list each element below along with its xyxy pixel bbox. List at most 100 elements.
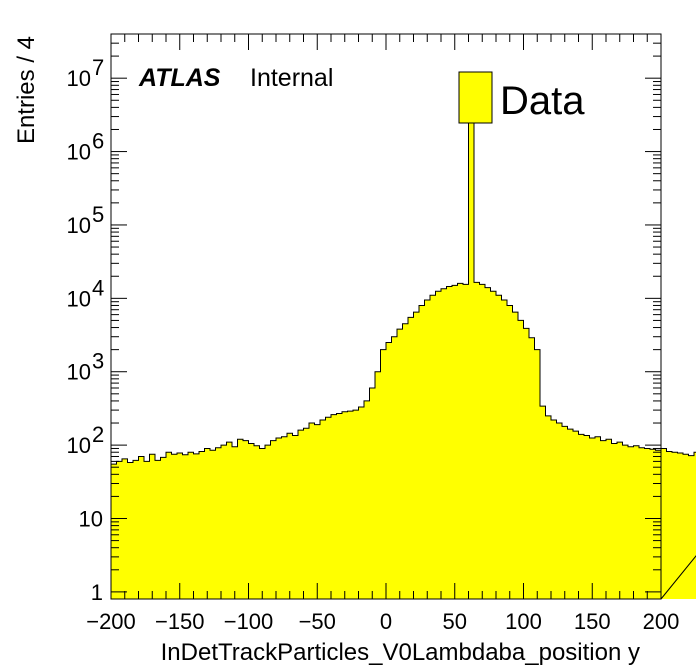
y-tick-exponent: 5	[92, 202, 104, 227]
histogram-bar	[309, 423, 315, 599]
x-tick-label: 50	[443, 609, 467, 634]
histogram-bar	[320, 419, 326, 599]
histogram-bar	[270, 440, 277, 599]
y-tick-label: 10	[79, 507, 103, 532]
histogram-bar	[452, 285, 458, 599]
y-tick-label: 10	[67, 66, 91, 91]
histogram-bar	[325, 417, 332, 599]
histogram-bar	[540, 406, 546, 599]
histogram-bar	[666, 451, 673, 599]
histogram-bar	[259, 448, 266, 599]
legend-swatch	[458, 71, 493, 124]
histogram-bar	[512, 312, 519, 599]
histogram-bar	[551, 419, 557, 599]
y-tick-exponent: 3	[92, 349, 104, 374]
x-tick-label: 100	[505, 609, 542, 634]
histogram-bar	[694, 452, 696, 599]
histogram-bar	[364, 400, 370, 599]
x-tick-label: −50	[299, 609, 336, 634]
histogram-bar	[353, 410, 359, 599]
y-tick-exponent: 6	[92, 129, 104, 154]
histogram-bar	[166, 452, 172, 599]
x-tick-label: 200	[643, 609, 680, 634]
x-tick-label: 150	[574, 609, 611, 634]
histogram-bar	[639, 447, 645, 599]
histogram-bar	[149, 454, 156, 599]
histogram-bar	[606, 439, 612, 599]
legend-label: Data	[500, 79, 585, 123]
histogram-bar	[457, 283, 464, 599]
histogram-bar	[342, 411, 348, 599]
histogram-bar	[556, 423, 563, 599]
histogram-bar	[567, 429, 574, 599]
histogram-bar	[303, 428, 310, 599]
histogram-bar	[661, 448, 667, 599]
histogram-bar	[287, 433, 293, 599]
x-tick-label: −200	[86, 609, 136, 634]
histogram-bar	[507, 305, 513, 599]
histogram-bar	[380, 349, 387, 599]
histogram-bar	[501, 299, 508, 599]
histogram-bar	[562, 426, 568, 599]
histogram-bar	[122, 458, 128, 599]
histogram-bar	[171, 454, 178, 599]
histogram-bar	[628, 446, 634, 599]
histogram-bar	[199, 451, 205, 599]
histogram-bar	[677, 453, 684, 599]
y-axis-title: Entries / 4	[13, 36, 40, 144]
x-tick-label: 0	[380, 609, 392, 634]
histogram-bar	[358, 407, 365, 599]
histogram-bar	[193, 453, 200, 599]
histogram-bar	[254, 445, 260, 599]
histogram-bar	[188, 452, 194, 599]
y-tick-label: 10	[67, 286, 91, 311]
y-tick-label: 10	[67, 433, 91, 458]
histogram-bar	[523, 328, 530, 599]
histogram-bar	[479, 284, 486, 599]
histogram-bar	[468, 116, 475, 599]
histogram-bar	[397, 329, 403, 599]
histogram-bar	[160, 457, 167, 599]
histogram-bar	[435, 291, 442, 599]
histogram-bar	[518, 320, 524, 599]
histogram-bar	[485, 287, 491, 599]
histogram-bar	[633, 445, 640, 599]
y-tick-exponent: 4	[92, 275, 104, 300]
histogram-bar	[182, 454, 189, 599]
histogram-bar	[116, 461, 123, 599]
histogram-bar	[578, 434, 585, 599]
histogram-bar	[226, 442, 233, 599]
histogram-bar	[490, 291, 497, 599]
x-tick-labels: −200 −150 −100 −50 0 50 100 150 200	[86, 609, 679, 634]
histogram-bar	[600, 440, 607, 599]
histogram-bar	[573, 431, 579, 599]
histogram-bar	[111, 464, 117, 599]
atlas-sublabel: Internal	[250, 64, 333, 92]
histogram-bar	[144, 461, 150, 599]
atlas-label: ATLAS	[138, 64, 221, 92]
histogram-bar	[419, 305, 425, 599]
histogram-bar	[204, 448, 211, 599]
histogram-bar	[292, 435, 299, 599]
legend: Data	[458, 71, 585, 124]
histogram-bar	[298, 430, 304, 599]
histogram-bar	[281, 436, 288, 599]
histogram-bar	[155, 460, 161, 599]
y-tick-label: 10	[67, 360, 91, 385]
histogram-bar	[617, 442, 623, 599]
histogram-bar	[584, 435, 590, 599]
histogram-bar	[215, 447, 222, 599]
x-tick-label: −100	[224, 609, 274, 634]
y-tick-label: 1	[91, 580, 103, 605]
histogram-bar	[177, 453, 183, 599]
histogram-bar	[237, 439, 244, 599]
histogram-bar	[386, 342, 392, 599]
histogram-bar	[650, 449, 656, 599]
histogram-bar	[391, 336, 398, 599]
histogram-bar	[248, 443, 255, 599]
histogram-bar	[232, 446, 238, 599]
x-tick-label: −150	[155, 609, 205, 634]
histogram-bar	[545, 415, 552, 599]
histogram-bar	[496, 295, 502, 599]
